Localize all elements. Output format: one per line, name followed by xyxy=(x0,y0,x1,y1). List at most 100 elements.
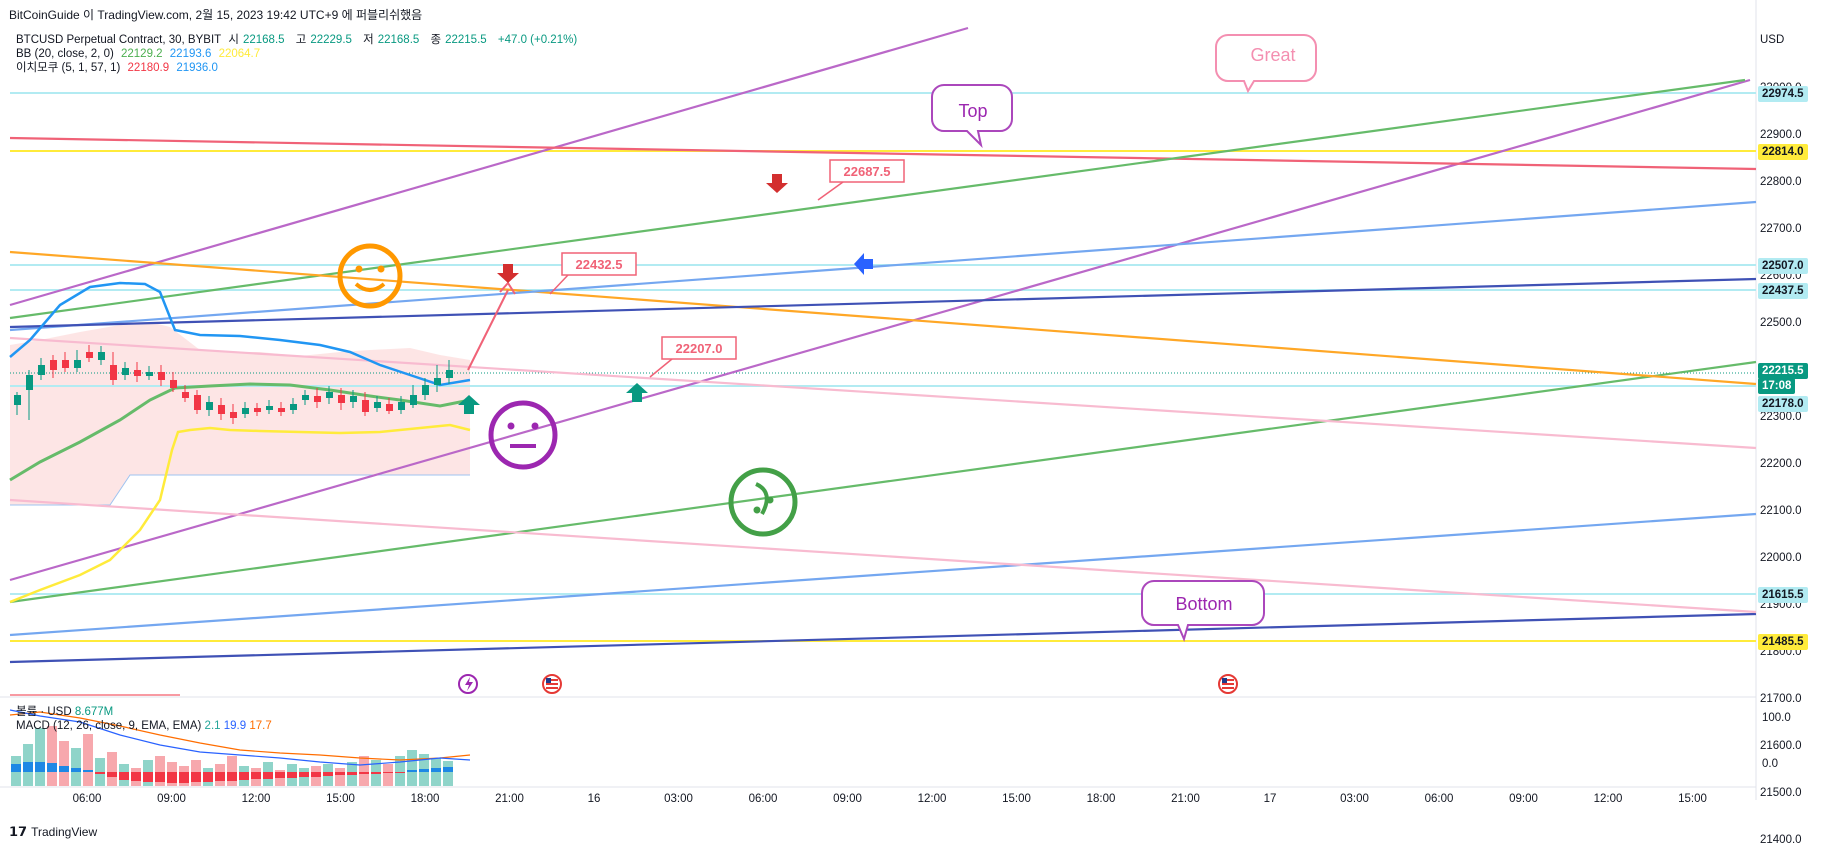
candle-body xyxy=(86,352,93,358)
up-arrow-icon[interactable] xyxy=(458,395,480,414)
macd-histogram-bar xyxy=(443,767,453,772)
macd-histogram-bar xyxy=(215,772,225,781)
price-tick-label: 22700.0 xyxy=(1760,223,1802,235)
candle-body xyxy=(326,392,333,398)
left-arrow-icon[interactable] xyxy=(854,253,873,275)
down-arrow-icon[interactable] xyxy=(766,174,788,193)
candle-body xyxy=(206,402,213,410)
trendline-pink-upper[interactable] xyxy=(9,336,1757,450)
ichimoku-name[interactable]: 이치모쿠 (5, 1, 57, 1) xyxy=(16,62,121,74)
time-axis[interactable]: 06:00 09:00 12:00 15:00 18:00 21:00 16 03:00 06:… xyxy=(0,787,1756,811)
confused-face-icon[interactable] xyxy=(728,467,798,537)
trendline-purple-upper[interactable] xyxy=(9,26,969,307)
macd-histogram-bar xyxy=(311,772,321,777)
macd-line xyxy=(9,709,471,766)
volume-bar xyxy=(227,756,237,786)
volume-bar xyxy=(35,728,45,786)
macd-histogram-bar xyxy=(155,772,165,782)
tag-21485[interactable]: 21485.5 xyxy=(1758,634,1808,650)
price-tick-label: 22100.0 xyxy=(1760,505,1802,517)
candle-body xyxy=(422,385,429,395)
tag-22974[interactable]: 22974.5 xyxy=(1758,86,1808,102)
volume-bar xyxy=(383,764,393,786)
time-tick-label: 09:00 xyxy=(1509,793,1538,805)
macd-histogram-bar xyxy=(335,772,345,775)
down-arrow-icon[interactable] xyxy=(497,264,519,283)
bb-name[interactable]: BB (20, close, 2, 0) xyxy=(16,48,114,60)
tag-22814[interactable]: 22814.0 xyxy=(1758,144,1808,160)
trendline-purple-lower[interactable] xyxy=(9,78,1751,582)
candle-body xyxy=(278,408,285,412)
open-value: 22168.5 xyxy=(242,34,285,46)
tag-countdown[interactable]: 17:08 xyxy=(1758,378,1796,394)
tag-21615[interactable]: 21615.5 xyxy=(1758,587,1808,603)
trendline-blue-lower[interactable] xyxy=(9,512,1757,637)
time-tick-label: 15:00 xyxy=(326,793,355,805)
candle-body xyxy=(266,406,273,410)
oscillator-legend: 볼륨 · USD 8.677M MACD (12, 26, close, 9, … xyxy=(16,705,272,733)
price-tick-label: 22300.0 xyxy=(1760,411,1802,423)
candle-body xyxy=(110,365,117,380)
trendline-green-lower[interactable] xyxy=(9,360,1757,604)
close-value: 22215.5 xyxy=(445,34,487,46)
tag-22215[interactable]: 22215.5 xyxy=(1758,363,1808,379)
trendline-blue-upper[interactable] xyxy=(9,200,1757,332)
change-value: +47.0 (+0.21%) xyxy=(497,34,578,46)
time-tick-label: 16 xyxy=(587,793,601,805)
us-flag-event-icon[interactable] xyxy=(1218,674,1238,694)
chart-legend: BTCUSD Perpetual Contract, 30, BYBIT 시 22… xyxy=(16,33,581,75)
price-note-box-3[interactable] xyxy=(661,336,737,360)
macd-name[interactable]: MACD (12, 26, close, 9, EMA, EMA) xyxy=(16,720,202,732)
time-tick-label: 21:00 xyxy=(495,793,524,805)
trendline-navy-lower[interactable] xyxy=(9,612,1757,664)
candle-body xyxy=(38,365,45,375)
price-note-box-1[interactable] xyxy=(829,159,905,183)
callout-great[interactable] xyxy=(1215,34,1317,94)
volume-bar xyxy=(443,761,453,786)
price-tick-label: 22500.0 xyxy=(1760,317,1802,329)
lightning-event-icon[interactable] xyxy=(458,674,478,694)
price-tick-label: 22900.0 xyxy=(1760,129,1802,141)
candles[interactable] xyxy=(14,345,453,424)
trendline-red[interactable] xyxy=(9,136,1757,171)
time-tick-label: 09:00 xyxy=(833,793,862,805)
smile-face-icon[interactable] xyxy=(337,243,403,309)
tag-22437[interactable]: 22437.5 xyxy=(1758,283,1808,299)
currency-label[interactable]: USD xyxy=(1760,34,1785,46)
candle-body xyxy=(410,395,417,405)
volume-bar xyxy=(107,752,117,786)
callout-great-text: Great xyxy=(1250,45,1296,65)
trendline-pink-lower[interactable] xyxy=(9,498,1757,614)
candle-body xyxy=(362,400,369,412)
candle-body xyxy=(446,370,453,378)
candle-body xyxy=(14,395,21,405)
projection-arrow[interactable] xyxy=(467,289,509,371)
price-tick-label: 21500.0 xyxy=(1760,787,1802,799)
open-label: 시 xyxy=(228,34,239,46)
tag-22178[interactable]: 22178.0 xyxy=(1758,396,1808,412)
price-tick-label: 21400.0 xyxy=(1760,834,1802,846)
candle-body xyxy=(170,380,177,388)
price-note-box-2[interactable] xyxy=(561,252,637,276)
volume-bar xyxy=(335,768,345,786)
macd-histogram[interactable] xyxy=(11,762,453,783)
candle-body xyxy=(194,395,201,410)
footer-brand[interactable]: 𝟭𝟳 TradingView xyxy=(9,824,97,840)
ichimoku-row: 이치모쿠 (5, 1, 57, 1) 22180.9 21936.0 xyxy=(16,61,581,75)
neutral-face-icon[interactable] xyxy=(488,400,558,470)
candle-body xyxy=(62,360,69,368)
volume-name[interactable]: 볼륨 · USD xyxy=(16,706,72,718)
trendline-green-upper[interactable] xyxy=(9,78,1746,320)
price-axis[interactable]: USD xyxy=(1756,0,1834,800)
up-arrow-icon[interactable] xyxy=(626,383,648,402)
trendline-orange[interactable] xyxy=(9,250,1757,386)
callout-bottom[interactable] xyxy=(1141,580,1265,642)
us-flag-event-icon[interactable] xyxy=(542,674,562,694)
tag-22507[interactable]: 22507.0 xyxy=(1758,258,1808,274)
macd-histogram-bar xyxy=(95,772,105,774)
callout-top[interactable] xyxy=(931,84,1013,149)
trendline-navy-upper[interactable] xyxy=(9,277,1757,329)
volume-bar xyxy=(83,734,93,786)
symbol-name[interactable]: BTCUSD Perpetual Contract, 30, BYBIT xyxy=(16,34,222,46)
